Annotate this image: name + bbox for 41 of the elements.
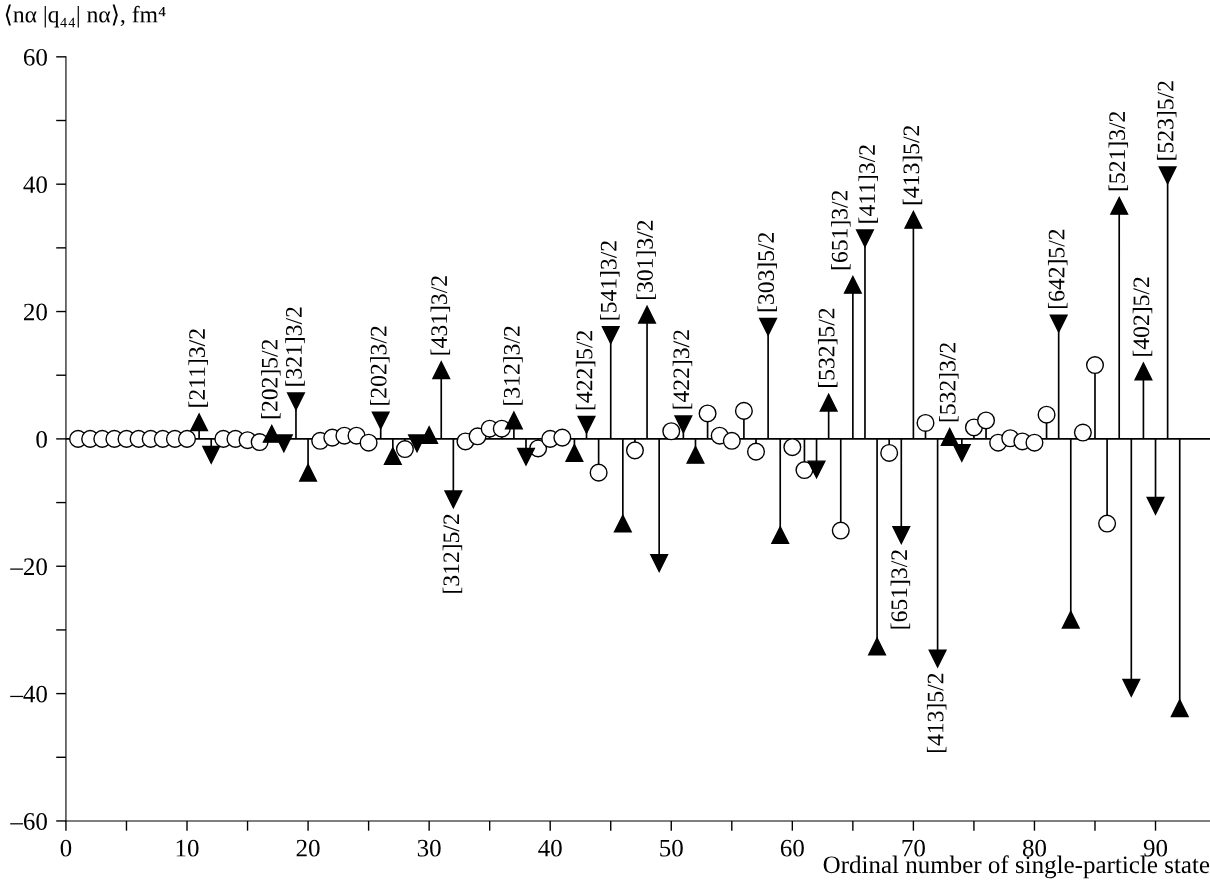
annotation: [422]5/2	[575, 330, 596, 410]
y-tick-label: –20	[10, 558, 47, 576]
x-tick-label: 0	[60, 839, 72, 857]
x-tick-label: 30	[417, 839, 441, 857]
annotation: [211]3/2	[188, 329, 208, 407]
y-axis-title: ⟨nα |q₄₄| nα⟩, fm⁴	[5, 4, 166, 28]
x-tick-label: 90	[1143, 839, 1168, 857]
annotation: [642]5/2	[1047, 229, 1068, 308]
annotation: [523]5/2	[1156, 81, 1177, 160]
y-tick-label: 20	[23, 303, 47, 321]
annotation: [202]3/2	[370, 326, 390, 405]
annotation: [301]3/2	[636, 220, 656, 300]
x-tick-label: 60	[780, 839, 804, 857]
x-tick-label: 10	[176, 839, 199, 857]
x-tick-label: 80	[1022, 839, 1046, 857]
annotation: [303]5/2	[757, 232, 777, 312]
annotation: [321]3/2	[285, 307, 305, 386]
annotation: [521]3/2	[1108, 111, 1129, 191]
annotation: [202]5/2	[261, 339, 281, 419]
y-tick-label: –60	[10, 813, 47, 830]
annotation: [541]3/2	[600, 241, 620, 320]
x-tick-label: 50	[660, 839, 683, 857]
annotation: [422]3/2	[672, 330, 693, 409]
x-tick-label: 20	[296, 839, 320, 857]
annotation: [312]3/2	[503, 326, 523, 405]
y-tick-label: 0	[36, 430, 47, 448]
annotation: [413]5/2	[902, 125, 923, 205]
y-tick-label: 60	[23, 48, 47, 66]
annotation: [651]3/2	[831, 190, 851, 270]
annotation: [532]5/2	[817, 308, 838, 387]
annotation: [411]3/2	[858, 145, 878, 223]
y-tick-label: 40	[23, 176, 47, 194]
x-tick-label: 70	[902, 839, 925, 857]
y-tick-label: –40	[10, 685, 47, 703]
annotation: [312]5/2	[442, 514, 463, 593]
annotation: [532]3/2	[939, 343, 959, 422]
annotation: [402]5/2	[1132, 277, 1153, 356]
annotation: [431]3/2	[430, 276, 451, 355]
annotation: [413]5/2	[926, 673, 947, 753]
x-tick-label: 40	[538, 839, 562, 857]
annotation: [651]3/2	[890, 550, 911, 629]
